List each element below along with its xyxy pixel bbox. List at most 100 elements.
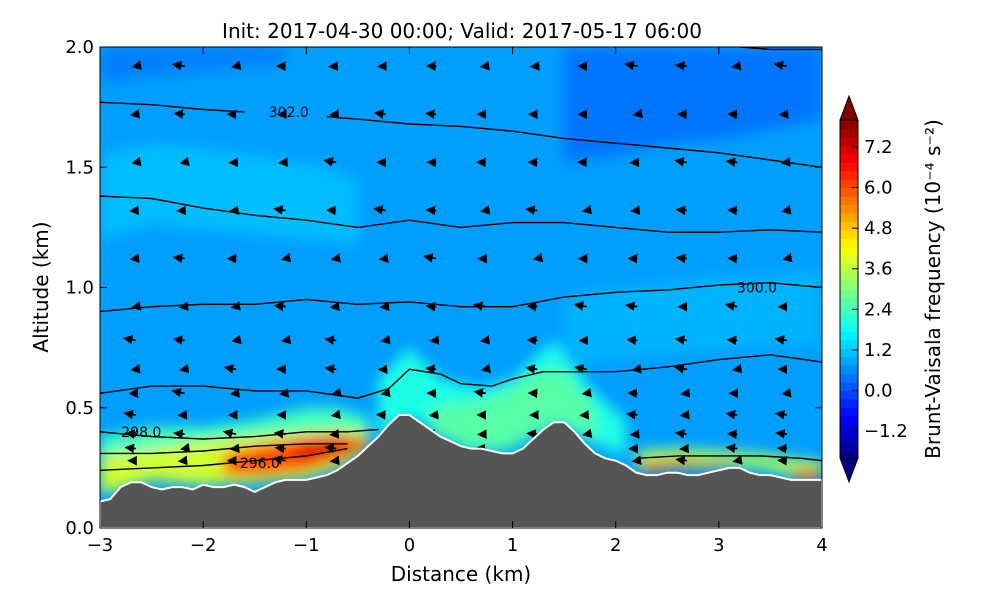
wind-vector [380,259,385,260]
colorbar-segment [840,179,858,188]
colorbar-segment [840,289,858,298]
wind-vector [381,307,386,308]
contour-label: 302.0 [269,105,309,121]
wind-vector [729,434,738,435]
colorbar-segment [840,374,858,383]
y-axis-label: Altitude (km) [29,221,53,352]
wind-vector [283,340,286,341]
colorbar-segment [840,450,858,459]
wind-vector [728,340,737,341]
colorbar-segment [840,297,858,306]
colorbar-segment [840,188,858,197]
wind-vector [628,340,638,341]
wind-vector [481,66,486,67]
wind-vector [382,340,386,341]
wind-vector [175,113,185,114]
colorbar-segment [840,407,858,416]
y-tick-label: 1.0 [65,278,94,299]
x-tick-label: 0 [404,535,415,556]
wind-vector [126,448,136,449]
x-tick-label: 1 [507,535,518,556]
wind-vector [331,434,336,435]
y-tick-label: 0.0 [65,518,94,539]
colorbar-tick-label: 3.6 [864,259,893,280]
colorbar: −1.20.01.22.43.64.86.07.2 [840,96,908,482]
x-tick-label: −2 [190,535,217,556]
wind-vector [427,368,437,369]
wind-vector [231,449,236,450]
colorbar-segment [840,272,858,281]
colorbar-segment [840,357,858,366]
wind-vector [733,66,738,67]
wind-vector [232,307,236,308]
wind-vector [628,414,638,415]
colorbar-tick-label: 4.8 [864,218,893,239]
wind-vector [633,369,637,370]
wind-vector [528,340,537,341]
wind-vector [282,259,285,260]
colorbar-segment [840,331,858,340]
wind-vector [182,449,185,450]
colorbar-segment [840,196,858,205]
wind-vector [175,433,185,434]
wind-vector [682,393,687,394]
wind-vector [233,340,236,341]
wind-vector [431,340,436,341]
colorbar-segment [840,128,858,137]
x-tick-label: 4 [816,535,827,556]
colorbar-segment [840,213,858,222]
wind-vector [181,162,185,163]
wind-vector [633,461,637,462]
wind-vector [782,162,787,163]
wind-vector [231,211,237,212]
colorbar-segment [840,382,858,391]
colorbar-extend-max [840,96,858,120]
colorbar-segment [840,281,858,290]
x-tick-label: −1 [293,535,320,556]
wind-vector [132,369,136,370]
colorbar-tick-label: 2.4 [864,299,893,320]
wind-vector [231,393,236,394]
colorbar-segment [840,424,858,433]
wind-vector [331,114,336,115]
colorbar-segment [840,154,858,163]
colorbar-tick-label: −1.2 [864,421,908,442]
y-tick-label: 0.5 [65,398,94,419]
colorbar-segment [840,171,858,180]
colorbar-segment [840,238,858,247]
colorbar-tick-label: 6.0 [864,178,893,199]
colorbar-segment [840,399,858,408]
wind-vector [583,393,587,394]
wind-vector [276,448,286,449]
wind-vector [332,259,336,260]
colorbar-segment [840,390,858,399]
colorbar-label: Brunt-Vaisala frequency (10⁻⁴ s⁻²) [921,119,945,459]
colorbar-segment [840,416,858,425]
wind-vector [427,113,437,114]
wind-vector [181,369,185,370]
y-tick-label: 2.0 [65,37,94,58]
colorbar-segment [840,205,858,214]
wind-vector [133,162,136,163]
wind-vector [584,434,587,435]
wind-vector [382,393,386,394]
colorbar-segment [840,314,858,323]
wind-vector [427,210,436,211]
wind-vector [427,306,436,307]
y-tick-label: 1.5 [65,157,94,178]
wind-vector [233,66,236,67]
colorbar-segment [840,255,858,264]
wind-vector [132,114,137,115]
x-tick-label: 3 [713,535,724,556]
wind-vector [131,211,136,212]
wind-vector [677,258,687,259]
wind-vector [634,114,637,115]
colorbar-segment [840,340,858,349]
colorbar-segment [840,365,858,374]
colorbar-segment [840,120,858,129]
contour-label: 296.0 [240,456,280,472]
wind-vector [783,211,787,212]
x-axis-label: Distance (km) [391,562,531,586]
